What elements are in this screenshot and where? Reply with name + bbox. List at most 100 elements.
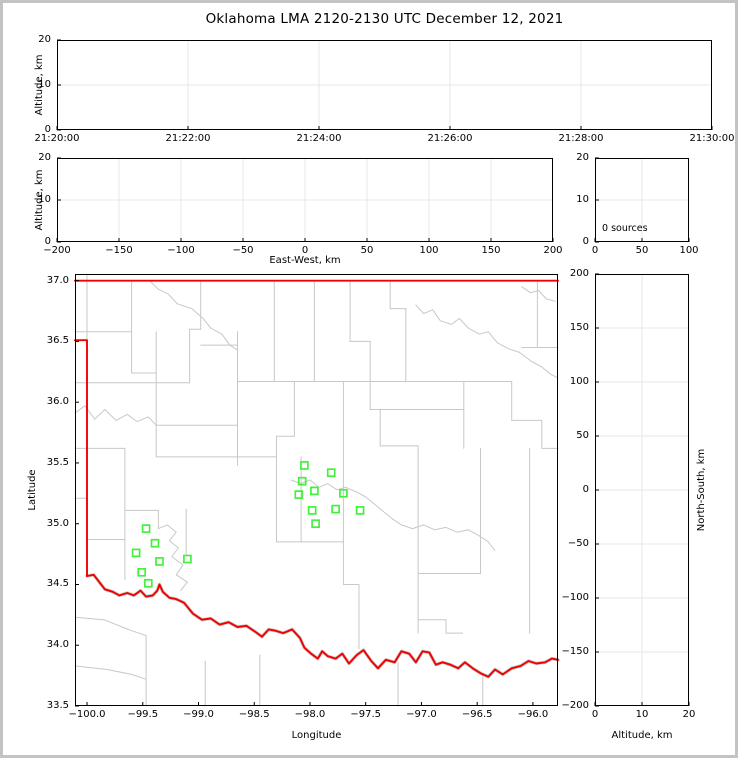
y-tick-label: 34.0	[46, 639, 69, 651]
x-tick-label: 50	[360, 245, 374, 256]
y-tick-label: 35.0	[46, 517, 69, 529]
figure-title: Oklahoma LMA 2120-2130 UTC December 12, …	[205, 11, 564, 27]
east-west-height-panel	[56, 157, 554, 243]
y-tick-label: 0	[44, 236, 51, 247]
county-boundary	[74, 405, 157, 426]
x-axis-label: Longitude	[291, 730, 342, 741]
x-axis-label: Altitude, km	[611, 730, 673, 741]
county-boundary	[157, 524, 188, 592]
lma-station-marker	[331, 504, 340, 514]
time-height-panel	[56, 39, 713, 131]
lma-station-marker	[143, 578, 153, 588]
ns_alt-canvas	[594, 273, 690, 707]
axes-frame	[57, 158, 553, 242]
x-tick-label: 20	[682, 709, 696, 720]
y-tick-label: 36.5	[46, 335, 69, 347]
y-tick-label: 0	[582, 484, 589, 495]
x-tick-label: 21:24:00	[296, 133, 342, 144]
x-tick-label: −99.0	[183, 709, 214, 720]
y-axis-label: Altitude, km	[34, 54, 45, 116]
lma-station-marker	[307, 506, 317, 515]
right-axis-label: North-South, km	[696, 448, 707, 532]
y-tick-label: 20	[38, 152, 51, 163]
y-tick-label: −100	[561, 592, 589, 603]
county-boundary	[290, 479, 496, 551]
time_height-canvas	[56, 39, 713, 131]
y-tick-label: 10	[38, 194, 51, 205]
state-border	[86, 573, 559, 678]
x-tick-label: 100	[679, 245, 699, 256]
lma-station-marker	[150, 538, 160, 548]
north-south-height-panel	[594, 273, 690, 707]
lma-station-marker	[183, 554, 192, 564]
x-tick-label: 100	[419, 245, 439, 256]
x-tick-label: 150	[481, 245, 501, 256]
lma-station-marker	[310, 486, 319, 496]
x-tick-label: −97.0	[406, 709, 437, 720]
county-boundary	[124, 509, 159, 530]
src_hist-canvas	[594, 157, 690, 243]
county-boundary	[74, 616, 147, 636]
source-count-annotation: 0 sources	[602, 223, 648, 234]
x-tick-label: −150	[105, 245, 133, 256]
x-tick-label: −97.5	[350, 709, 382, 720]
county-boundary	[417, 619, 464, 634]
lma-station-marker	[294, 490, 304, 499]
state-border	[74, 339, 88, 577]
lma-station-marker	[311, 519, 320, 529]
x-tick-label: 21:22:00	[165, 133, 211, 144]
x-tick-label: 0	[591, 709, 599, 720]
county-boundary	[149, 280, 238, 351]
county-boundary	[511, 419, 559, 449]
lma-station-marker	[300, 461, 309, 470]
county-boundary	[74, 665, 147, 680]
y-tick-label: 10	[576, 194, 589, 205]
x-tick-label: 200	[543, 245, 563, 256]
axes-frame	[595, 158, 689, 242]
y-tick-label: 20	[38, 34, 51, 45]
x-tick-label: −50	[232, 245, 254, 256]
y-tick-label: 0	[582, 236, 589, 247]
lma-station-marker	[355, 506, 365, 515]
axes-frame	[75, 274, 558, 706]
y-tick-label: 50	[576, 430, 589, 441]
county-boundary	[74, 331, 157, 384]
y-tick-label: 200	[569, 268, 589, 279]
lma-station-marker	[131, 548, 141, 558]
x-tick-label: −96.5	[461, 709, 493, 720]
lma-station-marker	[339, 488, 348, 498]
lma-station-marker	[155, 557, 164, 566]
plan_map-canvas	[74, 273, 560, 707]
x-tick-label: −98.5	[238, 709, 270, 720]
axes-frame	[595, 274, 689, 706]
lma-station-marker	[297, 476, 307, 486]
x-tick-label: 21:26:00	[427, 133, 473, 144]
y-axis-label: Latitude	[27, 469, 38, 511]
x-tick-label: 21:30:00	[689, 133, 735, 144]
y-tick-label: 36.0	[46, 396, 69, 408]
y-tick-label: 33.5	[46, 700, 69, 711]
x-tick-label: −100.0	[68, 709, 106, 720]
y-tick-label: −50	[567, 538, 589, 549]
ew_height-canvas	[56, 157, 554, 243]
x-tick-label: 0	[591, 245, 599, 256]
y-tick-label: 150	[569, 322, 589, 333]
county-boundary	[415, 304, 559, 379]
x-tick-label: 21:20:00	[34, 133, 80, 144]
y-tick-label: 34.5	[46, 578, 69, 590]
y-tick-label: 20	[576, 152, 589, 163]
y-tick-label: −150	[561, 646, 589, 657]
plan-view-map-panel	[74, 273, 560, 707]
lma-station-marker	[137, 567, 147, 577]
x-axis-label: East-West, km	[269, 255, 341, 266]
y-axis-label: Altitude, km	[34, 169, 45, 231]
x-tick-label: 10	[635, 709, 649, 720]
y-tick-label: 37.0	[46, 274, 69, 286]
county-boundary	[342, 584, 360, 650]
lma-station-marker	[141, 524, 151, 533]
county-boundary	[521, 286, 556, 302]
x-tick-label: −99.5	[127, 709, 159, 720]
lma-station-marker	[326, 468, 336, 478]
x-tick-label: 50	[635, 245, 649, 256]
